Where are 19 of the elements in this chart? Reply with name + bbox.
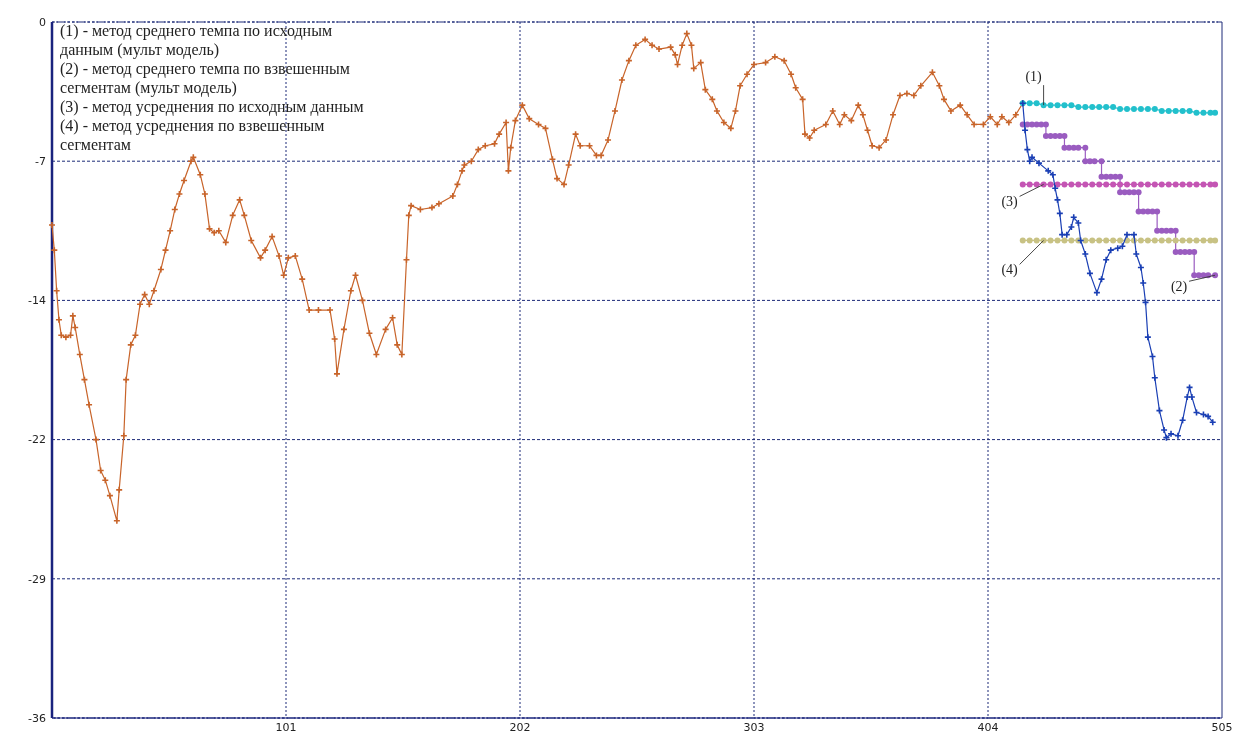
annotation: (2) - метод среднего темпа по взвешенным сегментам (мульт модель) [60,60,350,97]
y-tick-label: -36 [28,711,46,725]
series-label: (1) [1025,69,1043,86]
x-tick-label: 505 [1211,721,1233,734]
y-tick-label: -22 [28,433,46,447]
x-tick-label: 303 [743,721,765,734]
x-tick-label: 202 [509,721,531,734]
annotation: (4) - метод усреднения по взвешенным сегментам [60,117,325,153]
y-tick-label: -7 [35,155,46,169]
annotation: (3) - метод усреднения по исходным данным [60,98,364,116]
series-label: (2) [1170,279,1188,296]
series-label: (4) [1001,262,1019,279]
y-tick-label: 0 [39,15,46,29]
y-tick-label: -14 [28,294,46,308]
series-label: (3) [1001,194,1019,211]
y-tick-label: -29 [28,572,46,586]
x-tick-label: 101 [275,721,297,734]
annotation: (1) - метод среднего темпа по исходным данным (мульт модель) [60,22,333,59]
x-tick-label: 404 [977,721,999,734]
